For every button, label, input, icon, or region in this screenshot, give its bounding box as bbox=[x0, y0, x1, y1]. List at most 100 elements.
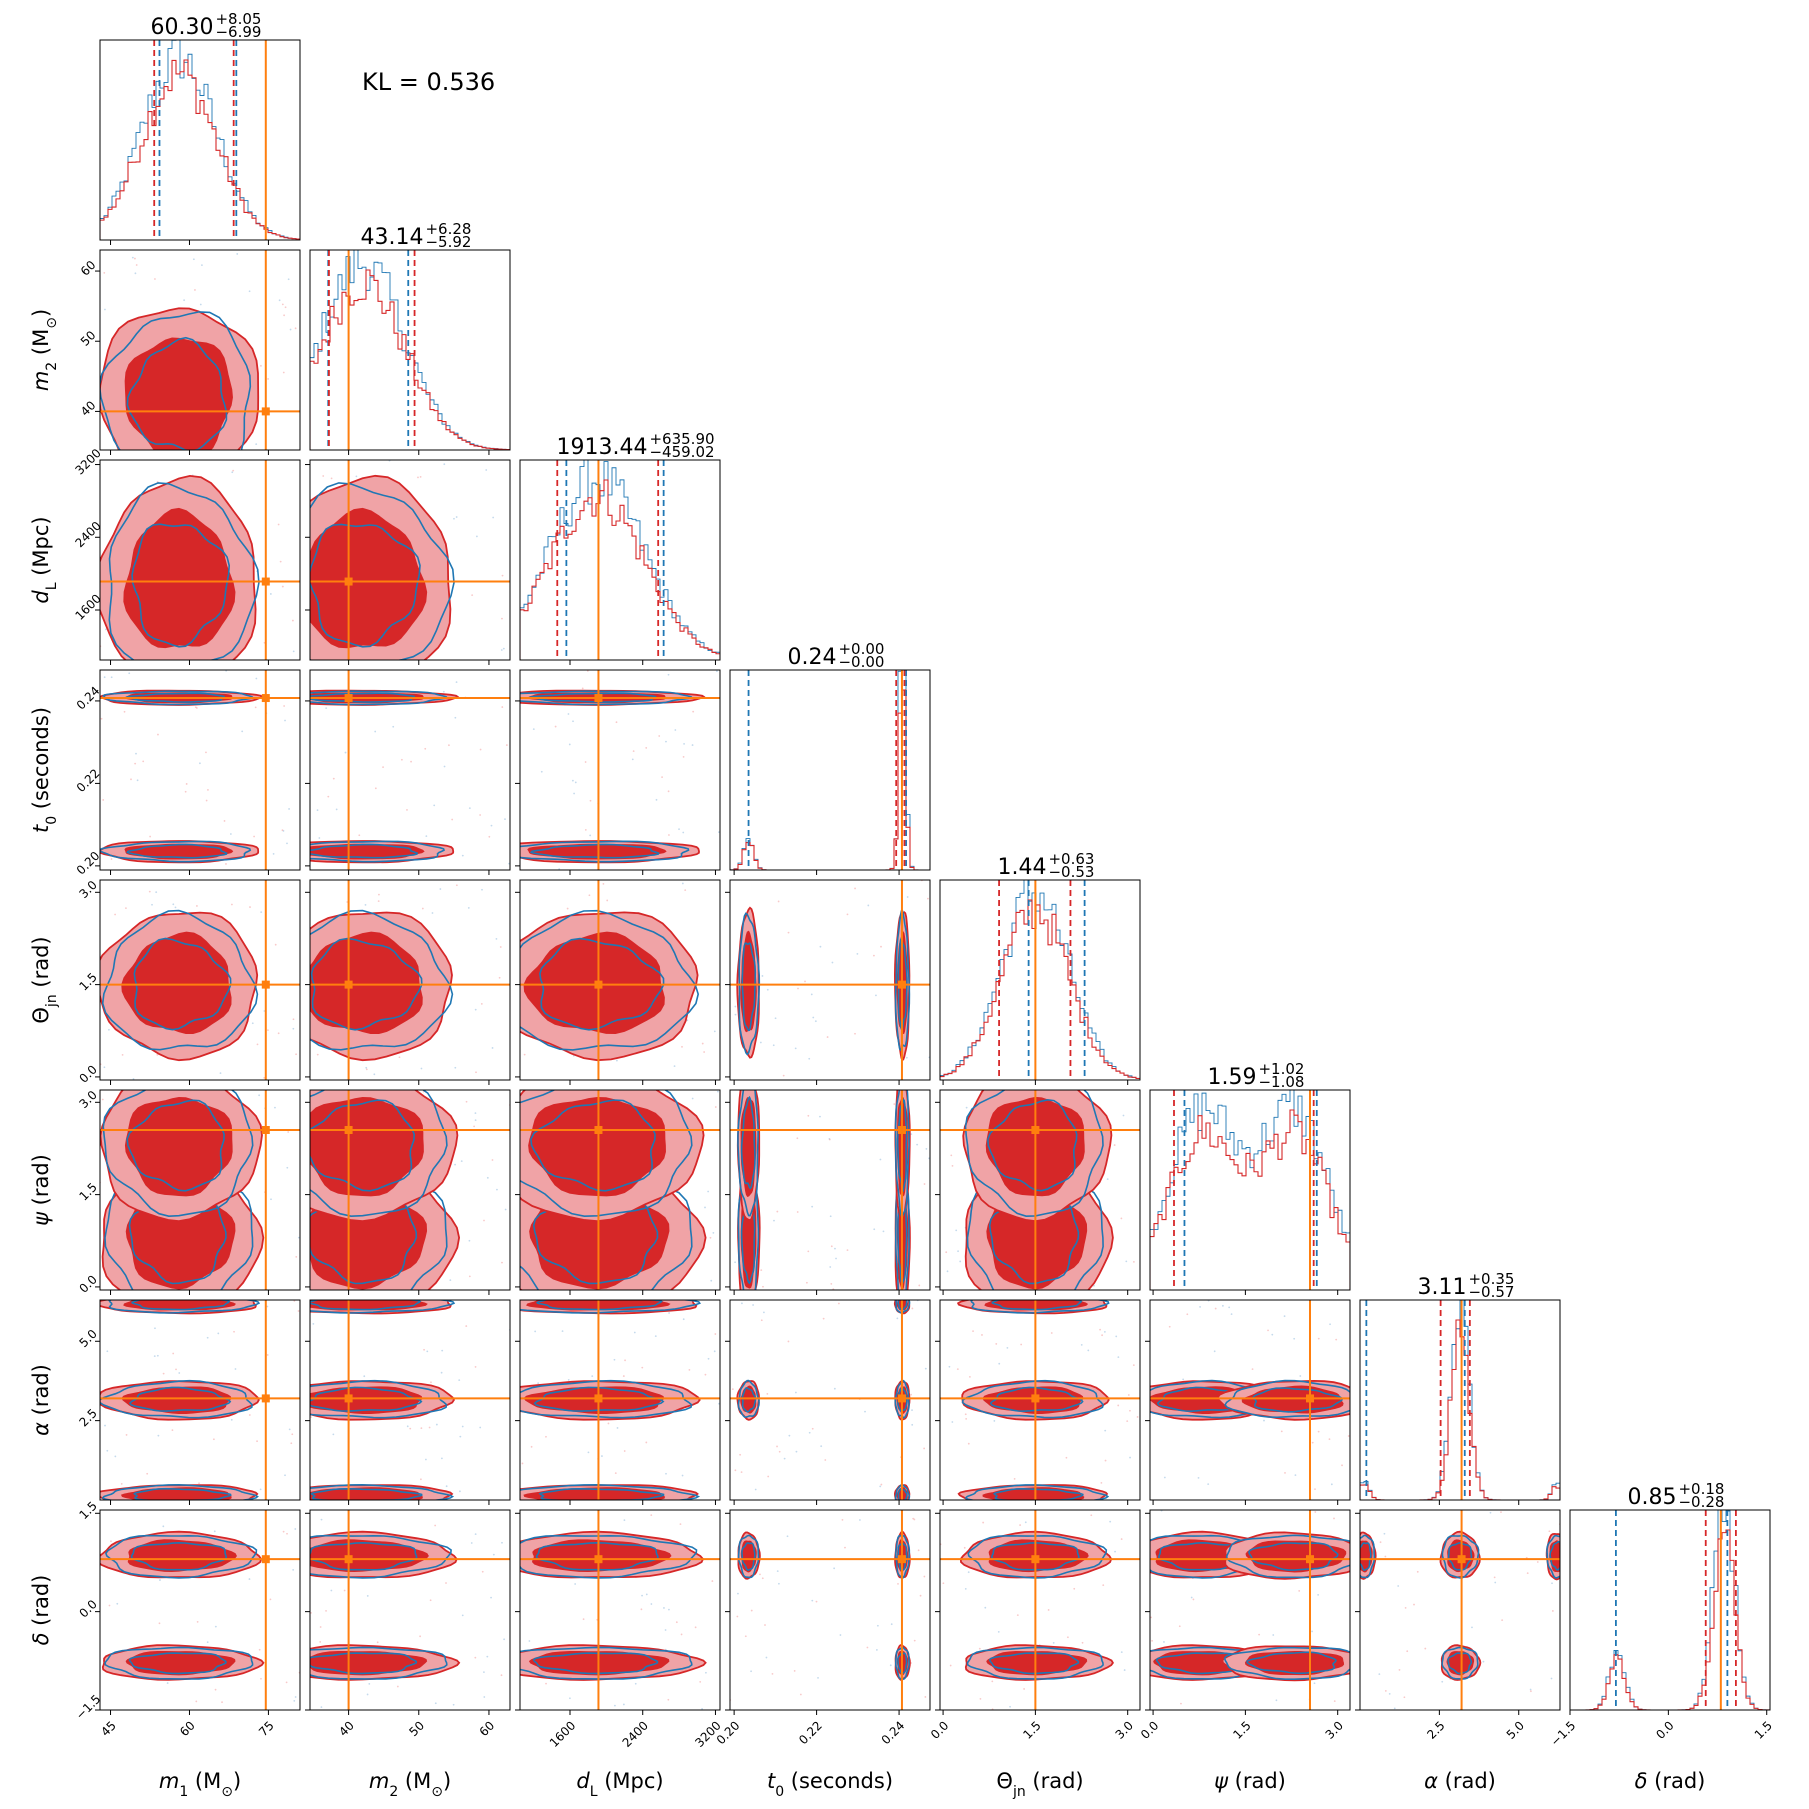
sample-point bbox=[212, 1438, 215, 1441]
histogram-2 bbox=[520, 460, 720, 660]
panel-3-4 bbox=[730, 880, 930, 1080]
svg-text:m2 (M⊙): m2 (M⊙) bbox=[369, 1769, 451, 1800]
sample-point bbox=[808, 1057, 811, 1060]
sample-point bbox=[282, 371, 285, 374]
sample-point bbox=[866, 1646, 869, 1649]
sample-point bbox=[812, 1016, 815, 1019]
contour-blue-outer bbox=[520, 1300, 701, 1314]
sample-point bbox=[1050, 1332, 1053, 1334]
sample-point bbox=[102, 799, 105, 801]
sample-point bbox=[377, 900, 380, 903]
contour-blue-inner bbox=[535, 1541, 659, 1571]
sample-point bbox=[811, 1205, 814, 1208]
sample-point bbox=[893, 1103, 896, 1105]
truth-marker bbox=[897, 1394, 906, 1403]
sample-point bbox=[114, 913, 116, 916]
sample-point bbox=[110, 858, 113, 860]
sample-point bbox=[799, 1693, 802, 1696]
sample-point bbox=[972, 1330, 974, 1333]
sample-point bbox=[229, 833, 232, 835]
sample-point bbox=[500, 1674, 503, 1677]
sample-point bbox=[236, 253, 239, 255]
sample-point bbox=[474, 1119, 477, 1122]
sample-point bbox=[654, 1335, 657, 1338]
sample-point bbox=[664, 1629, 667, 1631]
sample-point bbox=[443, 765, 446, 768]
sample-point bbox=[959, 1260, 962, 1263]
y-tick-label: 2400 bbox=[72, 519, 103, 550]
sample-point bbox=[854, 887, 856, 890]
sample-point bbox=[1199, 1306, 1201, 1308]
sample-point bbox=[172, 903, 175, 906]
panel-frame-5-6 bbox=[1149, 1299, 1351, 1501]
sample-point bbox=[423, 1348, 425, 1351]
contour-blue-outer bbox=[961, 1379, 1105, 1419]
contour-blue-inner bbox=[310, 843, 419, 859]
sample-point bbox=[951, 1421, 954, 1423]
svg-text:α (rad): α (rad) bbox=[1424, 1769, 1496, 1793]
sample-point bbox=[274, 1106, 276, 1109]
sample-point bbox=[707, 1190, 710, 1193]
sample-point bbox=[1330, 1483, 1333, 1486]
sample-point bbox=[993, 1420, 996, 1422]
sample-point bbox=[419, 475, 422, 478]
contour-blue-outer bbox=[1441, 1646, 1479, 1680]
sample-point bbox=[530, 1445, 533, 1448]
x-axis-label-3: t0 (seconds) bbox=[767, 1769, 893, 1800]
sample-point bbox=[1120, 1538, 1123, 1540]
contour-blue-outer bbox=[100, 1379, 253, 1419]
sample-point bbox=[1127, 1394, 1130, 1396]
sample-point bbox=[829, 1266, 832, 1268]
sample-point bbox=[449, 1279, 452, 1281]
sample-point bbox=[425, 1458, 427, 1461]
sample-point bbox=[826, 1036, 829, 1038]
y-tick-label: 1.5 bbox=[76, 1499, 99, 1522]
sample-point bbox=[269, 1598, 272, 1601]
panel-0-3 bbox=[100, 670, 300, 870]
sample-point bbox=[1529, 1690, 1532, 1693]
sample-point bbox=[918, 1284, 921, 1287]
sample-point bbox=[154, 278, 156, 280]
histogram-3 bbox=[730, 670, 930, 870]
sample-point bbox=[615, 721, 618, 724]
sample-point bbox=[136, 779, 139, 782]
panel-2-3 bbox=[520, 670, 720, 870]
sample-point bbox=[255, 443, 258, 446]
svg-text:m1 (M⊙): m1 (M⊙) bbox=[159, 1769, 241, 1800]
sample-point bbox=[686, 1019, 689, 1022]
sample-point bbox=[335, 808, 338, 811]
sample-point bbox=[773, 1219, 775, 1222]
sample-point bbox=[761, 975, 764, 977]
sample-point bbox=[292, 650, 295, 653]
sample-point bbox=[492, 516, 495, 519]
sample-point bbox=[225, 863, 227, 865]
sample-point bbox=[481, 1570, 484, 1573]
truth-marker bbox=[344, 694, 353, 703]
sample-point bbox=[332, 777, 335, 780]
contour-blue-outer bbox=[310, 1090, 448, 1218]
sample-point bbox=[368, 1682, 371, 1685]
marginal-title-4: 1.44 bbox=[998, 855, 1047, 880]
sample-point bbox=[283, 705, 286, 707]
sample-point bbox=[319, 1641, 322, 1643]
sample-point bbox=[569, 1697, 571, 1700]
contour-blue-inner bbox=[989, 1386, 1084, 1413]
sample-point bbox=[121, 1053, 124, 1056]
sample-point bbox=[766, 988, 769, 991]
corner-panels: 4050601600240032000.200.220.240.01.53.00… bbox=[29, 10, 1775, 1800]
panel-1-3 bbox=[310, 670, 510, 870]
sample-point bbox=[287, 278, 290, 281]
sample-point bbox=[568, 743, 571, 746]
marginal-title-0: 60.30 bbox=[151, 15, 214, 40]
sample-point bbox=[534, 1330, 537, 1333]
sample-point bbox=[967, 1571, 970, 1574]
contour-blue-outer bbox=[310, 1646, 448, 1680]
sample-point bbox=[330, 1589, 333, 1592]
sample-point bbox=[694, 1626, 697, 1629]
marginal-title-minus-3: −0.00 bbox=[838, 653, 884, 671]
sample-point bbox=[230, 1418, 233, 1421]
sample-point bbox=[425, 835, 428, 838]
sample-point bbox=[468, 807, 471, 810]
sample-point bbox=[1314, 1488, 1316, 1491]
sample-point bbox=[997, 1630, 1000, 1633]
